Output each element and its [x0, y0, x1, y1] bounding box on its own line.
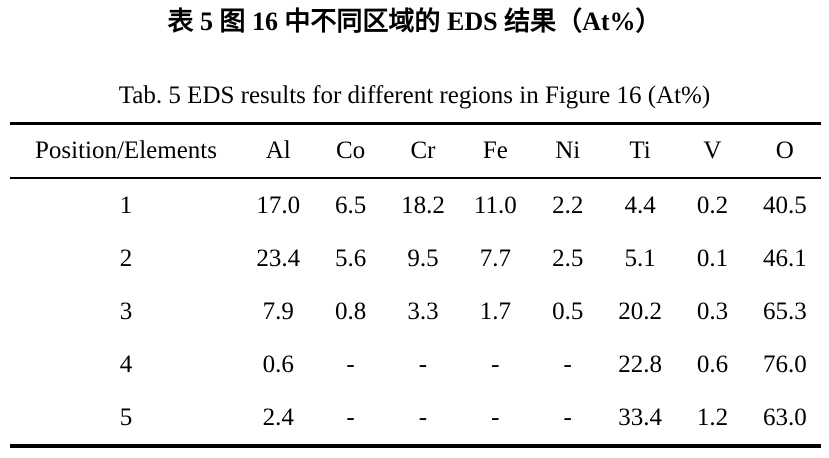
column-header-fe: Fe [459, 123, 532, 179]
cell-ti: 4.4 [624, 191, 656, 219]
cell-v: 0.3 [696, 297, 729, 325]
column-header-ti: Ti [603, 123, 677, 179]
cell-ni: - [563, 403, 572, 431]
cell-co: - [346, 350, 355, 378]
column-header-o: O [748, 123, 821, 179]
cell-v: 0.2 [696, 191, 729, 219]
column-header-ni: Ni [531, 123, 604, 179]
cell-al: 7.9 [262, 297, 294, 325]
cell-co: 5.6 [334, 244, 367, 272]
column-header-co: Co [314, 123, 387, 179]
cell-al: 17.0 [256, 191, 301, 219]
cell-o: 65.3 [762, 297, 807, 325]
cell-o: 63.0 [762, 403, 807, 431]
cell-al: 2.4 [262, 403, 294, 431]
table-row: 5 2.4 - - - - 33.4 1.2 63.0 [10, 391, 821, 446]
table-row: 1 17.0 6.5 18.2 11.0 2.2 4.4 0.2 40.5 [10, 178, 821, 232]
cell-al: 0.6 [262, 350, 294, 378]
cell-position: 2 [119, 244, 133, 272]
cell-fe: 7.7 [479, 244, 511, 272]
column-header-cr: Cr [386, 123, 460, 179]
cell-position: 3 [119, 297, 133, 325]
cell-ti: 33.4 [618, 403, 662, 431]
cell-ni: 2.2 [552, 191, 584, 219]
cell-cr: 18.2 [401, 191, 445, 219]
cell-v: 1.2 [696, 403, 729, 431]
cell-cr: 9.5 [407, 244, 439, 272]
cell-o: 76.0 [762, 350, 807, 378]
cell-ni: - [563, 350, 572, 378]
column-header-position-elements: Position/Elements [10, 123, 242, 179]
cell-co: 6.5 [334, 191, 367, 219]
cell-v: 0.1 [696, 244, 729, 272]
cell-fe: - [491, 350, 500, 378]
cell-al: 23.4 [256, 244, 301, 272]
cell-cr: - [418, 403, 428, 431]
cell-position: 5 [119, 403, 133, 431]
table-row: 3 7.9 0.8 3.3 1.7 0.5 20.2 0.3 65.3 [10, 285, 821, 338]
eds-results-table: Position/Elements Al Co Cr Fe Ni Ti V O … [10, 122, 821, 448]
cell-cr: 3.3 [407, 297, 439, 325]
table-header-row: Position/Elements Al Co Cr Fe Ni Ti V O [10, 123, 821, 179]
table-title-english: Tab. 5 EDS results for different regions… [118, 82, 711, 109]
cell-fe: 11.0 [473, 191, 517, 219]
cell-o: 46.1 [762, 244, 807, 272]
cell-ti: 20.2 [618, 297, 662, 325]
cell-co: 0.8 [334, 297, 367, 325]
table-title-chinese: 表 5 图 16 中不同区域的 EDS 结果（At%） [167, 7, 662, 36]
table-row: 2 23.4 5.6 9.5 7.7 2.5 5.1 0.1 46.1 [10, 232, 821, 285]
cell-v: 0.6 [696, 350, 729, 378]
cell-ni: 2.5 [552, 244, 584, 272]
column-header-v: V [676, 123, 749, 179]
cell-fe: - [491, 403, 500, 431]
table-row: 4 0.6 - - - - 22.8 0.6 76.0 [10, 338, 821, 391]
cell-ni: 0.5 [552, 297, 584, 325]
column-header-al: Al [242, 123, 315, 179]
cell-position: 4 [119, 350, 133, 378]
cell-co: - [346, 403, 355, 431]
cell-o: 40.5 [762, 191, 807, 219]
cell-ti: 5.1 [624, 244, 656, 272]
cell-fe: 1.7 [479, 297, 511, 325]
cell-ti: 22.8 [618, 350, 662, 378]
cell-position: 1 [119, 191, 133, 219]
cell-cr: - [418, 350, 428, 378]
